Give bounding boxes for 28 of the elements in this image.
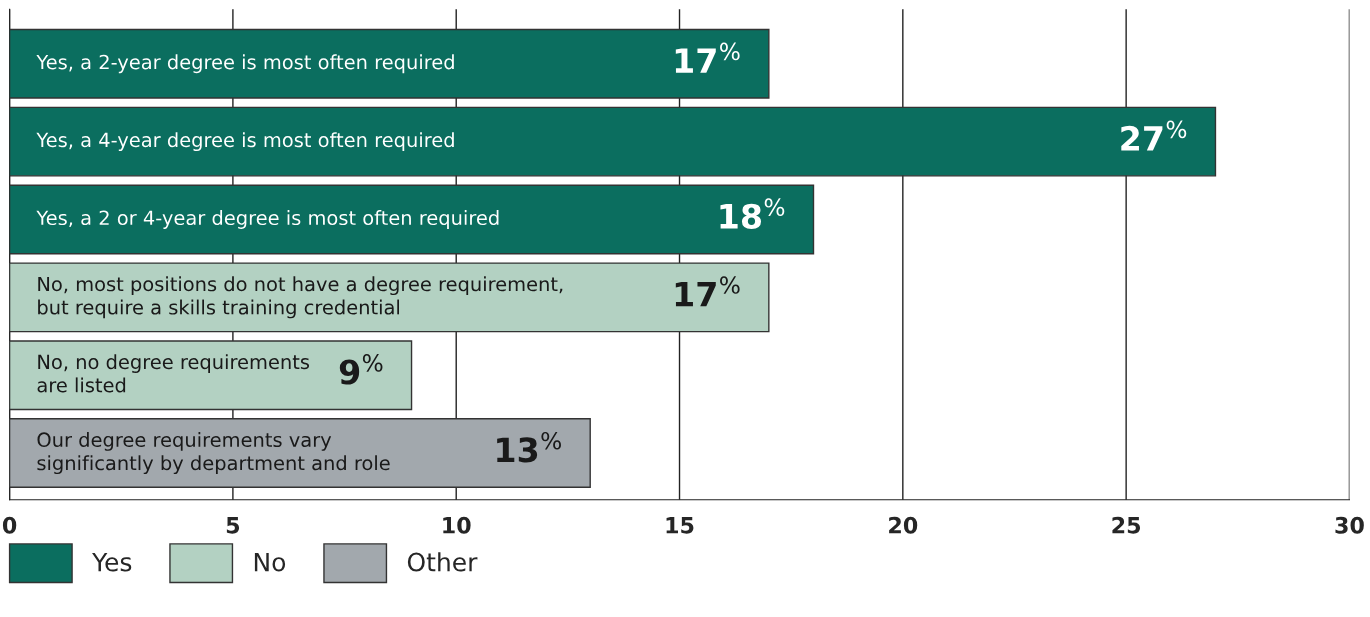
x-tick-label: 30	[1335, 516, 1364, 534]
bar	[9, 340, 413, 411]
bar	[9, 106, 1217, 177]
bar	[9, 184, 815, 255]
data-label: 9$^{%}$	[339, 354, 383, 385]
x-tick-label: 20	[889, 516, 918, 534]
bar	[9, 28, 770, 99]
x-tick-label: 15	[666, 517, 694, 534]
data-label: 17$^{%}$	[675, 276, 740, 307]
x-tick-label: 25	[1112, 516, 1141, 534]
y-tick-label: Yes, a 2-year degree is most often required	[36, 54, 454, 74]
data-label: 13$^{%}$	[497, 431, 561, 463]
data-label: 27$^{%}$	[1121, 120, 1187, 151]
legend-label: No	[254, 552, 286, 572]
legend-label: Other	[407, 552, 478, 572]
y-tick-label: Yes, a 2 or 4-year degree is most often required	[36, 210, 499, 229]
y-tick-label: No, no degree requirements are listed	[37, 354, 310, 393]
x-tick-label: 5	[226, 517, 240, 534]
legend-label: Yes	[92, 552, 132, 572]
bar	[9, 262, 770, 333]
x-tick-label: 10	[443, 516, 471, 534]
y-tick-label: Yes, a 4-year degree is most often required	[36, 132, 454, 152]
data-label: 18$^{%}$	[720, 198, 785, 229]
data-label: 17$^{%}$	[675, 42, 740, 73]
x-tick-label: 0	[2, 516, 17, 534]
y-tick-label: No, most positions do not have a degree requirement, but require a skills training credential	[38, 276, 563, 319]
bar	[9, 418, 591, 489]
y-tick-label: Our degree requirements vary significantly by department and role	[37, 432, 390, 475]
